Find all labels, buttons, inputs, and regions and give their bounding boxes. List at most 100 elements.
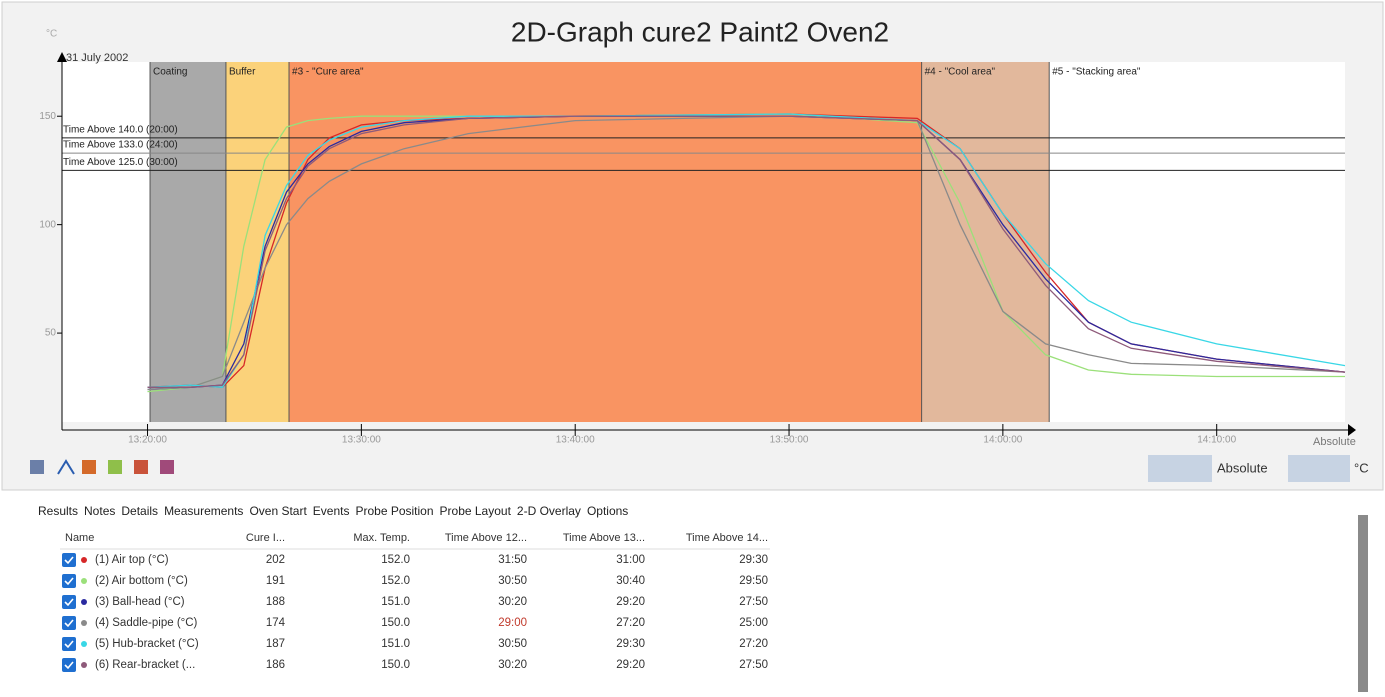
cell: 30:50	[498, 638, 527, 650]
tab[interactable]: Probe Position	[355, 504, 433, 518]
probe-name: (2) Air bottom (°C)	[95, 575, 188, 587]
cell: 150.0	[381, 659, 410, 671]
cell: 31:00	[616, 554, 645, 566]
tab[interactable]: Details	[121, 504, 158, 518]
cell: 30:50	[498, 575, 527, 587]
zone	[1049, 62, 1345, 422]
tab[interactable]: Measurements	[164, 504, 243, 518]
cell: 30:20	[498, 659, 527, 671]
x-tick-label: 13:20:00	[128, 435, 167, 446]
icon[interactable]	[57, 459, 75, 475]
tab[interactable]: 2-D Overlay	[517, 504, 581, 518]
cell: 151.0	[381, 638, 410, 650]
tab[interactable]: Options	[587, 504, 628, 518]
chart-layer: Time Above 140.0 (20:00) Time Above 133.0…	[39, 111, 1346, 446]
threshold-label: Time Above 133.0 (24:00)	[63, 140, 178, 151]
checkbox[interactable]	[62, 658, 76, 672]
probe-name: (5) Hub-bracket (°C)	[95, 638, 199, 650]
checkbox[interactable]	[62, 553, 76, 567]
cell: 202	[266, 554, 285, 566]
threshold-label: Time Above 140.0 (20:00)	[63, 125, 178, 136]
icon[interactable]	[108, 460, 122, 474]
results-panel: Results Notes Details Measurements Oven Star…	[38, 504, 768, 672]
cell: 174	[266, 617, 286, 629]
checkmark[interactable]	[64, 598, 74, 607]
x-tick-label: 14:10:00	[1197, 435, 1236, 446]
tab[interactable]: Notes	[84, 504, 115, 518]
x-tick-label: 13:30:00	[342, 435, 381, 446]
cell: 29:30	[739, 554, 768, 566]
cell: 31:50	[498, 554, 527, 566]
zone	[921, 62, 1050, 422]
checkbox[interactable]	[62, 574, 76, 588]
tab[interactable]: Oven Start	[249, 504, 307, 518]
icon[interactable]	[30, 460, 44, 474]
cell: 27:20	[616, 617, 645, 629]
x-axis-label: Absolute	[1313, 436, 1356, 448]
cell: 150.0	[381, 617, 410, 629]
checkbox[interactable]	[62, 616, 76, 630]
y-axis-arrow	[57, 52, 67, 62]
scrollbar[interactable]	[1358, 515, 1368, 692]
probe-icon	[81, 641, 87, 647]
probe-name: (3) Ball-head (°C)	[95, 596, 185, 608]
zone-label: Buffer	[229, 67, 256, 78]
checkmark[interactable]	[64, 577, 74, 586]
tab[interactable]: Probe Layout	[440, 504, 512, 518]
tab[interactable]: Events	[313, 504, 350, 518]
x-tick-label: 13:50:00	[770, 435, 809, 446]
column-header: Max. Temp.	[353, 532, 410, 544]
cell: 29:50	[739, 575, 768, 587]
toolbar-icons[interactable]	[30, 459, 174, 475]
cell: 27:50	[739, 659, 768, 671]
cell: 188	[266, 596, 285, 608]
cell: 27:50	[739, 596, 768, 608]
cell: 27:20	[739, 638, 768, 650]
icon[interactable]	[82, 460, 96, 474]
icon[interactable]	[134, 460, 148, 474]
cell: 30:40	[616, 575, 645, 587]
threshold-label: Time Above 125.0 (30:00)	[63, 157, 178, 168]
probe-name: (6) Rear-bracket (...	[95, 659, 195, 671]
checkmark[interactable]	[64, 640, 74, 649]
cell: 30:20	[498, 596, 527, 608]
zone-label: #5 - "Stacking area"	[1052, 67, 1141, 78]
cell: 152.0	[381, 554, 410, 566]
series-line	[147, 115, 1346, 388]
checkmark[interactable]	[64, 661, 74, 670]
checkbox[interactable]	[62, 595, 76, 609]
unit-label: °C	[1354, 460, 1369, 475]
x-tick-label: 13:40:00	[556, 435, 595, 446]
input-box[interactable]	[1288, 455, 1350, 482]
zone	[150, 62, 226, 422]
cell: 29:20	[616, 659, 645, 671]
zone-label: #4 - "Cool area"	[925, 67, 996, 78]
checkmark[interactable]	[64, 556, 74, 565]
cell: 191	[266, 575, 285, 587]
probe-icon	[81, 620, 87, 626]
y-axis-unit: °C	[46, 29, 57, 40]
zone-label: Coating	[153, 67, 187, 78]
probe-name: (4) Saddle-pipe (°C)	[95, 617, 198, 629]
cell: 25:00	[739, 617, 768, 629]
probe-icon	[81, 662, 87, 668]
checkbox[interactable]	[62, 637, 76, 651]
mode-label[interactable]: Absolute	[1217, 460, 1268, 475]
probe-icon	[81, 557, 87, 563]
y-tick-label: 150	[39, 111, 56, 122]
checkmark[interactable]	[64, 619, 74, 628]
icon[interactable]	[160, 460, 174, 474]
x-axis-arrow	[1348, 424, 1356, 436]
column-header: Time Above 13...	[563, 532, 645, 544]
cell: 29:20	[616, 596, 645, 608]
tab[interactable]: Results	[38, 504, 78, 518]
x-tick-label: 14:00:00	[983, 435, 1022, 446]
input-box[interactable]	[1148, 455, 1212, 482]
cell: 151.0	[381, 596, 410, 608]
cell: 29:30	[616, 638, 645, 650]
y-tick-label: 50	[45, 328, 57, 339]
probe-icon	[81, 599, 87, 605]
date-label: 31 July 2002	[66, 52, 128, 64]
